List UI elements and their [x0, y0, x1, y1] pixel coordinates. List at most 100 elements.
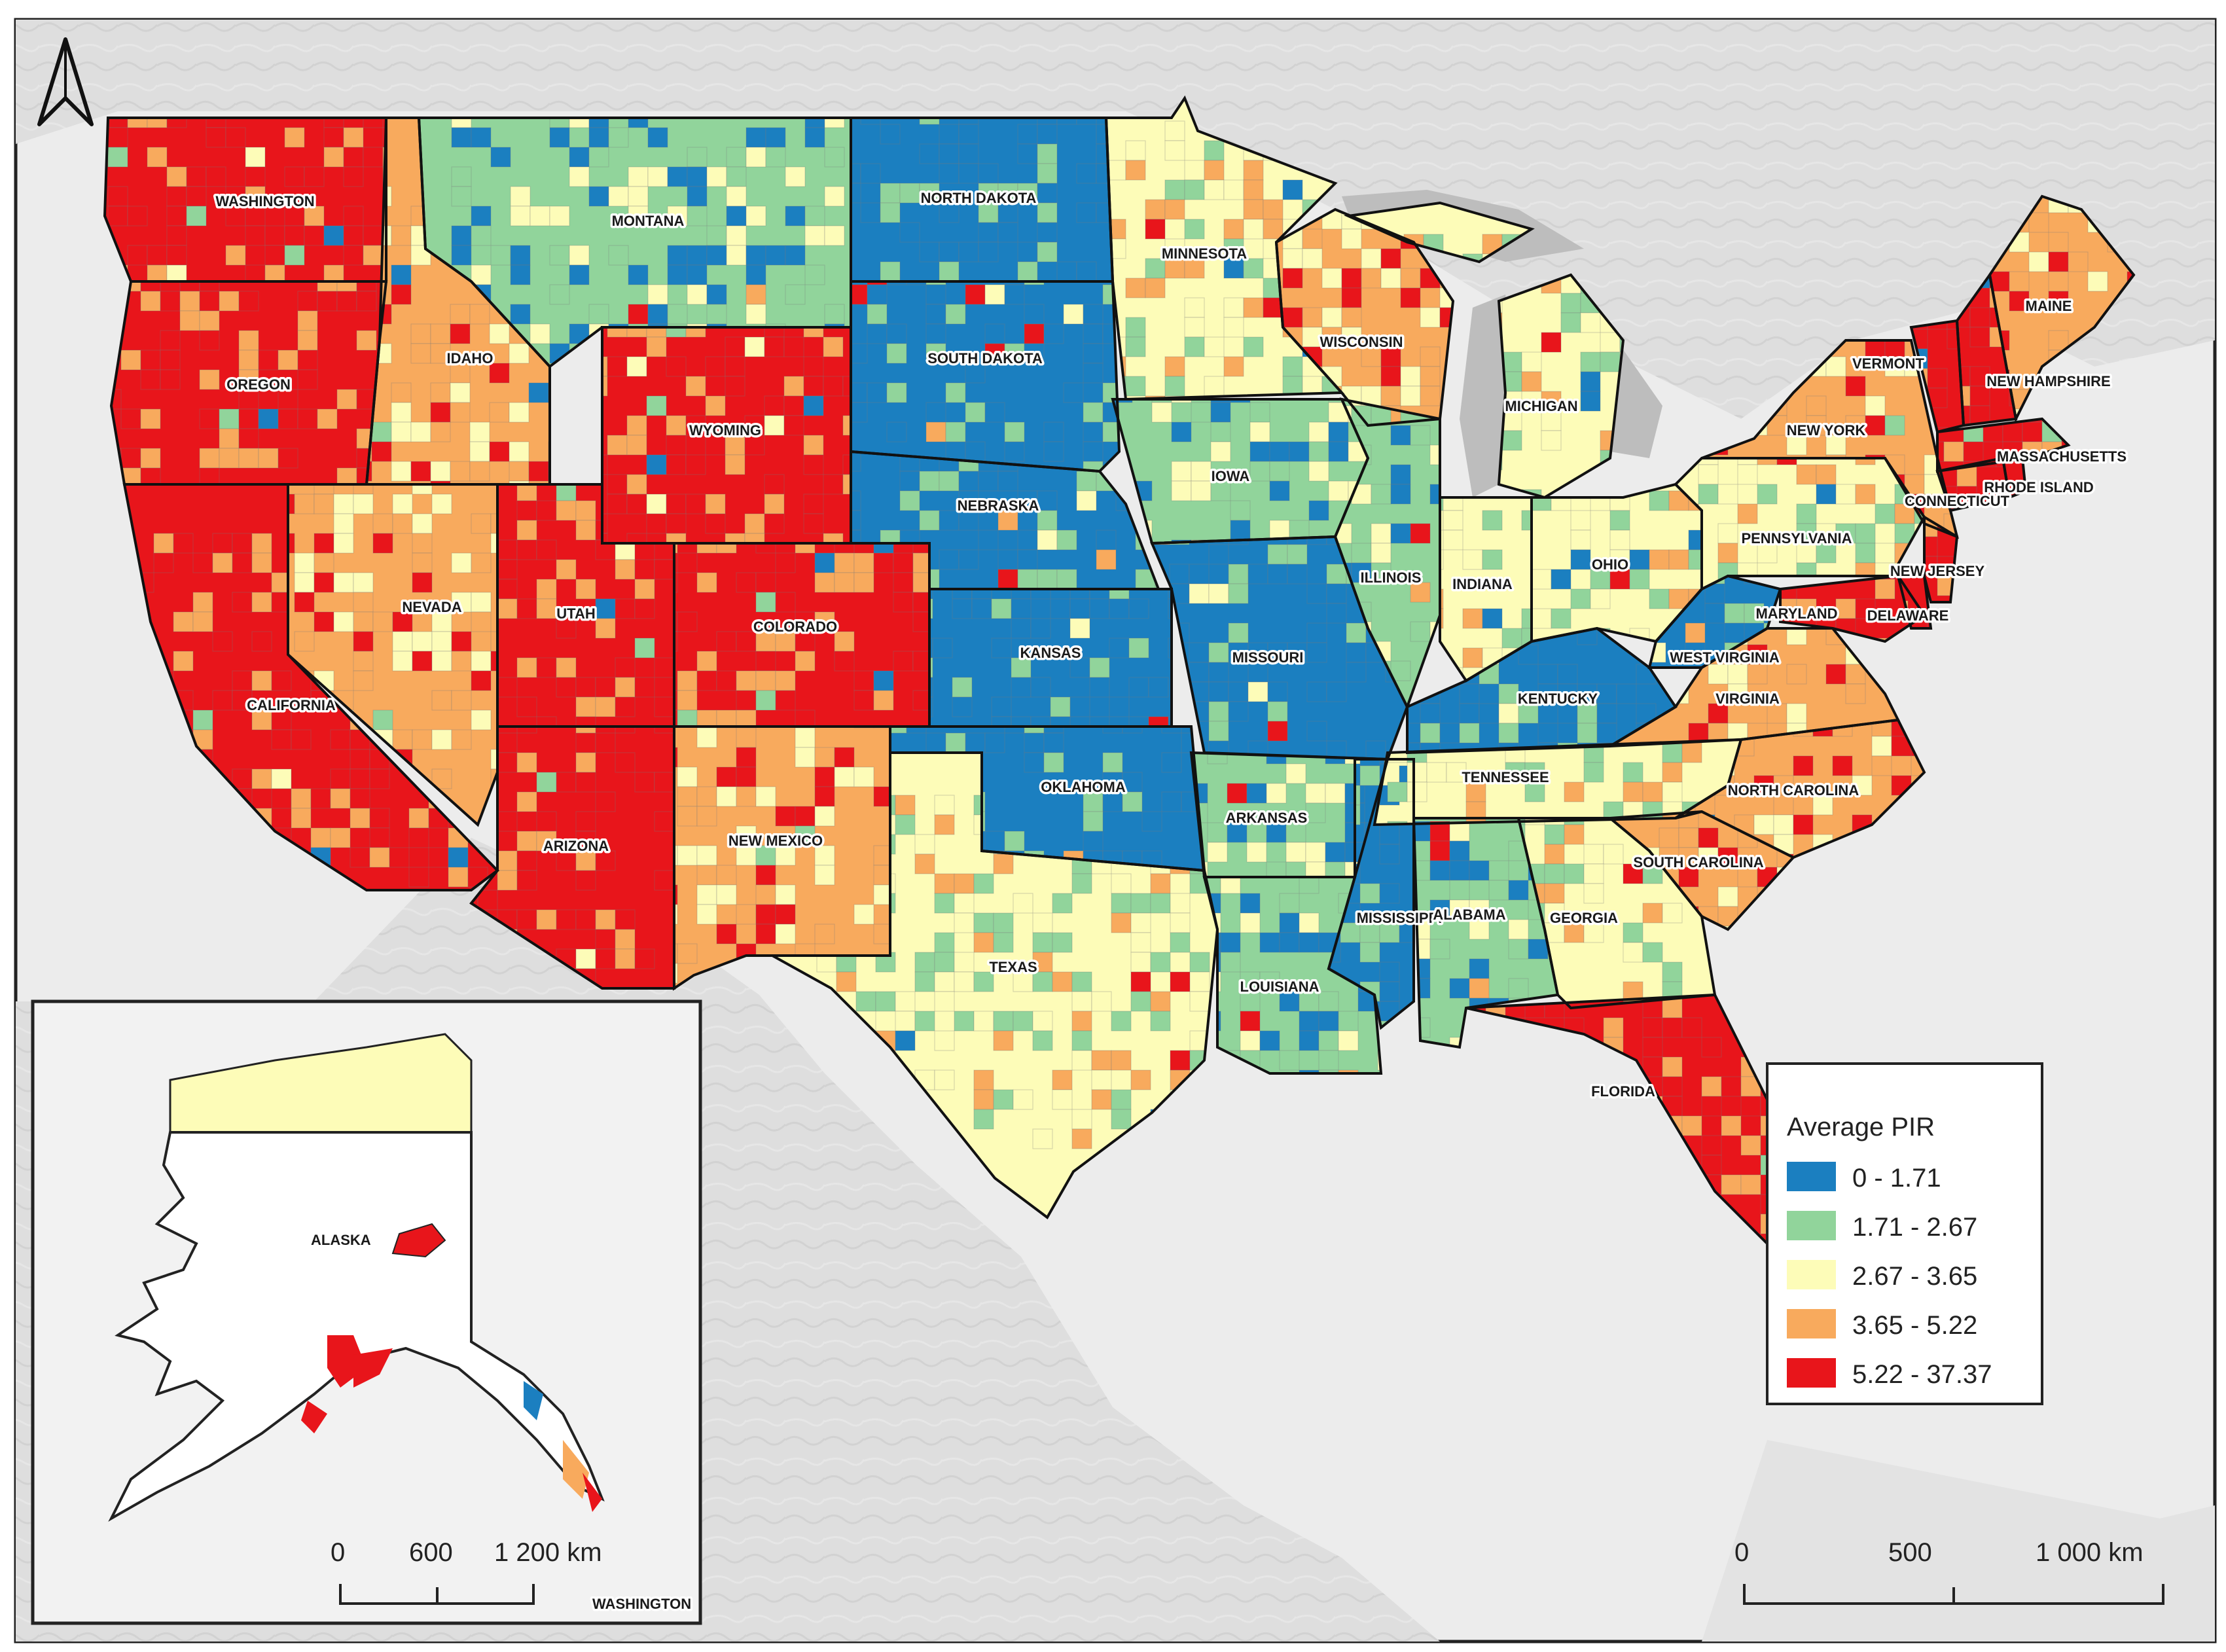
- state-border-new-jersey: [1923, 514, 1959, 603]
- state-label-arizona: ARIZONA: [543, 838, 609, 854]
- inset-scale-tick-0: 0: [331, 1538, 345, 1567]
- county-cells-arizona: [471, 727, 674, 988]
- legend: Average PIR 0 - 1.71 1.71 - 2.67 2.67 - 3.…: [1766, 1062, 2043, 1405]
- state-label-connecticut: CONNECTICUT: [1905, 493, 2010, 509]
- legend-swatch-2: [1787, 1211, 1836, 1240]
- alaska-inset: ALASKA WASHINGTON 0 600 1 200 km: [31, 999, 702, 1625]
- state-label-north-dakota: NORTH DAKOTA: [921, 190, 1037, 206]
- state-label-alabama: ALABAMA: [1433, 907, 1505, 923]
- state-virginia: [1610, 628, 1898, 746]
- legend-label-1: 0 - 1.71: [1852, 1164, 1941, 1193]
- state-border-nevada: [287, 483, 499, 827]
- state-label-maine: MAINE: [2026, 298, 2072, 314]
- state-label-new-hampshire: NEW HAMPSHIRE: [1986, 373, 2110, 389]
- alaska-southeast-red: [583, 1473, 602, 1512]
- state-label-virginia: VIRGINIA: [1715, 691, 1780, 707]
- state-border-north-carolina: [1674, 718, 1926, 859]
- alaska-mainland: [108, 1131, 605, 1522]
- county-cells-utah: [497, 484, 674, 727]
- state-label-kansas: KANSAS: [1020, 645, 1081, 661]
- state-label-north-carolina: NORTH CAROLINA: [1728, 782, 1859, 799]
- state-border-new-york: [1701, 339, 1959, 539]
- state-label-utah: UTAH: [556, 605, 595, 622]
- main-scale-tick-1: 500: [1888, 1538, 1932, 1567]
- legend-label-3: 2.67 - 3.65: [1852, 1262, 1977, 1291]
- state-label-new-mexico: NEW MEXICO: [728, 833, 823, 849]
- legend-swatch-5: [1787, 1358, 1836, 1388]
- state-label-california: CALIFORNIA: [247, 697, 336, 713]
- county-grid: [105, 98, 2134, 1244]
- state-border-michigan: [1343, 201, 1625, 499]
- state-border-south-dakota: [850, 280, 1121, 473]
- state-label-nebraska: NEBRASKA: [958, 497, 1039, 514]
- state-label-idaho: IDAHO: [447, 350, 494, 367]
- state-border-west-virginia: [1647, 574, 1782, 669]
- caribbean-landmass: [1702, 1440, 2215, 1642]
- state-label-south-carolina: SOUTH CAROLINA: [1633, 854, 1763, 871]
- state-label-new-jersey: NEW JERSEY: [1890, 563, 1985, 579]
- state-label-georgia: GEORGIA: [1550, 910, 1618, 926]
- county-cells-washington: [105, 118, 386, 281]
- state-label-missouri: MISSOURI: [1232, 649, 1304, 666]
- state-label-wisconsin: WISCONSIN: [1319, 334, 1403, 350]
- state-label-illinois: ILLINOIS: [1361, 569, 1422, 586]
- state-oklahoma: [890, 727, 1204, 871]
- inset-scale-bar: 0 600 1 200 km: [331, 1538, 602, 1605]
- state-label-delaware: DELAWARE: [1867, 607, 1949, 624]
- legend-label-2: 1.71 - 2.67: [1852, 1213, 1977, 1242]
- county-cells-ohio: [1532, 484, 1702, 641]
- state-label-arkansas: ARKANSAS: [1226, 810, 1308, 826]
- state-label-massachusetts: MASSACHUSETTS: [1997, 448, 2127, 465]
- alaska-region-high: [391, 1223, 446, 1258]
- main-scale-tick-2: 1 000 km: [2036, 1538, 2144, 1567]
- county-cells-montana: [451, 118, 845, 367]
- main-scale-tick-0: 0: [1734, 1538, 1749, 1567]
- state-label-maryland: MARYLAND: [1755, 605, 1837, 622]
- legend-label-5: 5.22 - 37.37: [1852, 1360, 1992, 1389]
- state-label-vermont: VERMONT: [1852, 355, 1925, 372]
- north-arrow-icon: [37, 37, 94, 126]
- inset-scale-tick-2: 1 200 km: [494, 1538, 602, 1567]
- alaska-southeast-orange: [563, 1440, 589, 1499]
- county-cells-wyoming: [602, 327, 851, 543]
- county-cells-oregon: [111, 281, 386, 484]
- canada-landmass: [16, 20, 2215, 419]
- county-cells-wisconsin: [1276, 209, 1453, 425]
- state-border-illinois: [1333, 397, 1441, 711]
- state-label-oregon: OREGON: [226, 376, 291, 393]
- state-labels: WASHINGTON OREGON CALIFORNIA IDAHO NEVADA MON…: [213, 188, 2129, 1102]
- state-label-nevada: NEVADA: [402, 599, 461, 615]
- state-label-montana: MONTANA: [612, 213, 685, 229]
- state-label-new-york: NEW YORK: [1787, 422, 1866, 439]
- state-label-pennsylvania: PENNSYLVANIA: [1741, 530, 1852, 547]
- state-border-delaware: [1896, 575, 1933, 630]
- county-cells-new-mexico: [674, 727, 890, 988]
- legend-label-4: 3.65 - 5.22: [1852, 1311, 1977, 1340]
- county-cells-nevada: [288, 484, 497, 789]
- legend-swatch-4: [1787, 1309, 1836, 1338]
- state-border-rhode-island: [2001, 457, 2028, 499]
- state-label-michigan: MICHIGAN: [1505, 398, 1577, 414]
- state-label-washington: WASHINGTON: [215, 193, 314, 209]
- inset-washington-label: WASHINGTON: [592, 1596, 691, 1612]
- state-label-rhode-island: RHODE ISLAND: [1984, 479, 2093, 495]
- state-kansas: [929, 589, 1172, 727]
- state-border-maine: [1988, 194, 2136, 423]
- state-label-iowa: IOWA: [1212, 468, 1250, 484]
- state-label-south-dakota: SOUTH DAKOTA: [927, 350, 1043, 367]
- county-cells-pennsylvania: [1676, 458, 1924, 589]
- state-border-texas: [767, 751, 1219, 1219]
- county-cells-colorado: [674, 543, 929, 727]
- county-cells-north-dakota: [851, 118, 1113, 281]
- state-label-mississippi: MISSISSIPPI: [1357, 910, 1443, 926]
- state-label-indiana: INDIANA: [1452, 576, 1513, 592]
- legend-swatch-1: [1787, 1162, 1836, 1191]
- main-scale-bar: 0 500 1 000 km: [1734, 1538, 2164, 1605]
- state-label-texas: TEXAS: [989, 959, 1037, 975]
- state-label-florida: FLORIDA: [1591, 1083, 1655, 1100]
- legend-swatch-3: [1787, 1260, 1836, 1289]
- state-label-oklahoma: OKLAHOMA: [1041, 779, 1126, 795]
- state-label-louisiana: LOUISIANA: [1240, 979, 1319, 995]
- state-border-massachusetts: [1936, 417, 2071, 473]
